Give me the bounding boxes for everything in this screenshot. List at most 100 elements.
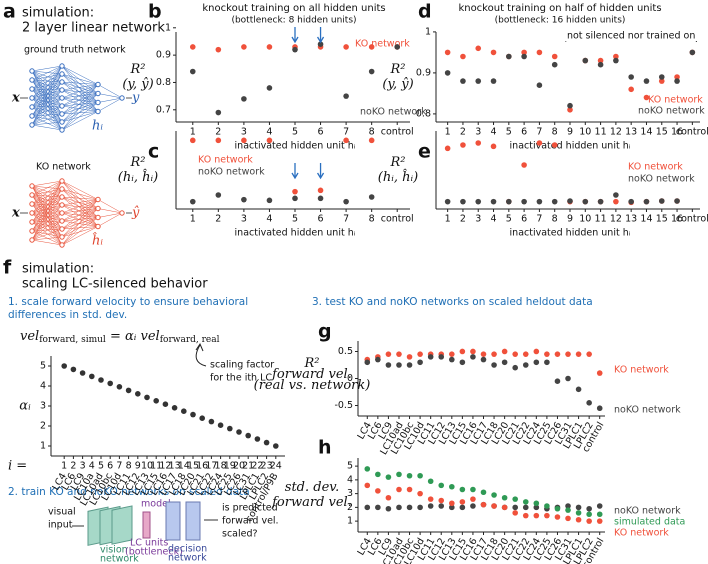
point xyxy=(438,497,445,504)
x-tick-label: 3 xyxy=(241,127,247,138)
edge xyxy=(97,84,123,99)
point xyxy=(189,68,196,75)
y-tick-label: 2 xyxy=(347,502,353,513)
edge xyxy=(61,81,99,94)
bottleneck xyxy=(142,511,151,539)
edge xyxy=(61,204,99,227)
panel-label: b xyxy=(148,1,162,23)
point xyxy=(459,348,466,355)
point xyxy=(597,61,604,68)
edge xyxy=(31,203,63,238)
node xyxy=(59,186,65,192)
node xyxy=(59,210,65,216)
edge xyxy=(31,81,63,126)
node xyxy=(59,234,65,240)
point xyxy=(521,198,527,205)
y-tick-label: 1 xyxy=(347,516,353,527)
diagram-label: network xyxy=(100,554,139,564)
point xyxy=(522,504,529,511)
edge xyxy=(61,199,99,222)
y-axis-label: R² xyxy=(390,155,406,170)
math: ŷ xyxy=(131,206,140,221)
arrow xyxy=(195,344,207,367)
edge xyxy=(31,180,63,205)
point xyxy=(613,192,619,198)
x-tick-label: 12 xyxy=(610,214,622,225)
point xyxy=(364,504,371,511)
point xyxy=(459,359,466,366)
x-tick-label: 23 xyxy=(261,461,273,472)
point xyxy=(241,96,247,102)
point xyxy=(567,198,573,204)
point xyxy=(533,348,540,355)
x-tick-label: 12 xyxy=(610,127,622,138)
point xyxy=(364,359,371,366)
edge xyxy=(31,194,63,206)
point xyxy=(406,472,413,479)
edge xyxy=(31,204,63,241)
x-tick-label: 4 xyxy=(491,214,497,225)
point xyxy=(406,486,413,493)
node xyxy=(59,111,65,117)
point xyxy=(658,74,665,80)
y-axis-label: (y, ŷ) xyxy=(122,77,153,92)
edge xyxy=(31,88,63,115)
diagram-label: model xyxy=(141,499,171,510)
network-label: ground truth network xyxy=(24,45,126,56)
x-tick-label: 1 xyxy=(445,214,451,225)
heading: 2 layer linear network xyxy=(22,21,165,36)
y-axis-label: R² xyxy=(130,62,146,77)
x-tick-label: 3 xyxy=(241,214,247,225)
point xyxy=(554,351,561,357)
layer xyxy=(165,501,181,541)
x-tick-label: 9 xyxy=(567,127,573,138)
edge xyxy=(31,65,63,90)
edge xyxy=(61,93,99,123)
edge xyxy=(61,217,99,238)
x-tick-label: 10 xyxy=(141,461,153,472)
point xyxy=(586,518,592,524)
edge xyxy=(97,93,123,99)
node xyxy=(59,87,65,93)
edge xyxy=(31,70,63,115)
point xyxy=(460,198,466,205)
node xyxy=(29,86,35,92)
point xyxy=(512,510,518,516)
point xyxy=(438,482,445,489)
point xyxy=(536,140,543,146)
point xyxy=(491,503,497,509)
point xyxy=(427,354,434,360)
x-tick-label: 9 xyxy=(135,461,141,472)
point xyxy=(459,499,466,505)
formula: velforward, simul = αᵢ velforward, real xyxy=(20,329,220,345)
point xyxy=(79,370,86,376)
point xyxy=(490,49,497,56)
edge xyxy=(31,73,63,90)
node xyxy=(59,218,65,224)
point xyxy=(444,49,451,56)
point xyxy=(565,351,571,357)
point xyxy=(245,432,251,439)
point xyxy=(417,472,423,479)
y-axis-label: (hᵢ, ĥᵢ) xyxy=(378,169,418,185)
edge xyxy=(31,220,63,223)
edge xyxy=(31,70,63,107)
point xyxy=(266,44,273,50)
y-tick-label: 3 xyxy=(347,488,353,499)
edge xyxy=(61,84,99,99)
edge xyxy=(61,226,99,230)
point xyxy=(171,405,178,411)
step-heading: differences in std. dev. xyxy=(8,309,127,321)
edge xyxy=(61,199,99,214)
x-tick-label: 14 xyxy=(178,461,190,472)
point xyxy=(470,503,476,509)
point xyxy=(427,503,434,509)
point xyxy=(460,53,466,60)
y-tick-label: 4 xyxy=(40,381,46,392)
point xyxy=(491,351,497,357)
math: x xyxy=(11,91,20,106)
node xyxy=(59,194,65,200)
legend-label: KO network xyxy=(648,95,703,106)
point xyxy=(575,386,582,393)
edge xyxy=(31,196,63,223)
